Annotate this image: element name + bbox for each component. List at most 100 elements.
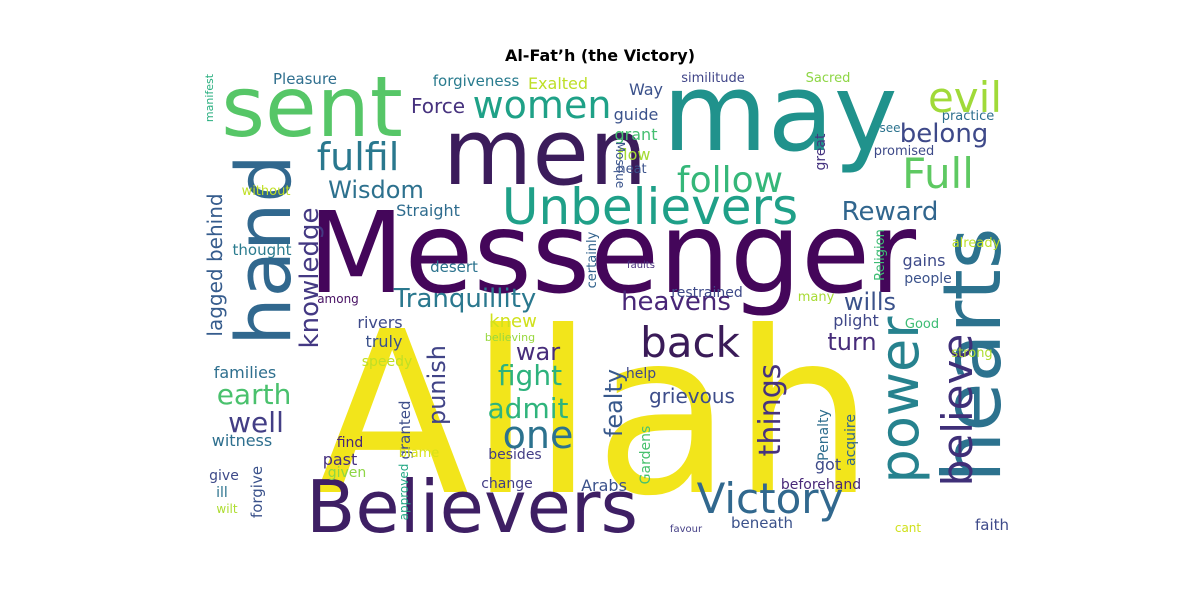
word-acquire: acquire bbox=[843, 414, 859, 466]
word-follow: follow bbox=[677, 160, 783, 201]
word-earth: earth bbox=[217, 378, 292, 411]
word-turn: turn bbox=[827, 328, 876, 356]
word-heat: heat bbox=[617, 162, 646, 177]
word-war: war bbox=[516, 338, 560, 366]
word-victory: Victory bbox=[697, 474, 844, 523]
word-plight: plight bbox=[833, 311, 879, 330]
word-knowledge: knowledge bbox=[295, 208, 325, 349]
word-fealty: fealty bbox=[600, 369, 628, 437]
word-change: change bbox=[481, 476, 533, 492]
word-exalted: Exalted bbox=[528, 74, 588, 93]
word-find: find bbox=[337, 435, 364, 451]
word-one: one bbox=[503, 413, 574, 457]
word-give: give bbox=[209, 468, 239, 484]
word-sent: sent bbox=[221, 58, 403, 156]
word-many: many bbox=[798, 290, 835, 305]
word-believe: believe bbox=[933, 334, 982, 486]
word-forgiveness: forgiveness bbox=[433, 72, 520, 90]
word-belong: belong bbox=[900, 119, 989, 149]
word-given: given bbox=[328, 465, 367, 481]
word-flow: flow bbox=[618, 145, 651, 164]
word-grant: grant bbox=[615, 125, 658, 144]
word-heavens: heavens bbox=[621, 287, 731, 317]
word-past: past bbox=[323, 450, 358, 469]
word-religion: Religion bbox=[873, 229, 888, 281]
word-among: among bbox=[317, 292, 359, 306]
word-people: people bbox=[904, 271, 951, 287]
word-may: may bbox=[662, 51, 897, 176]
word-allah: Allah bbox=[315, 284, 874, 546]
word-things: things bbox=[753, 364, 788, 457]
word-straight: Straight bbox=[396, 201, 460, 220]
word-practice: practice bbox=[942, 109, 995, 124]
word-ill: ill bbox=[216, 485, 228, 501]
word-messenger: Messenger bbox=[308, 189, 917, 319]
word-thought: thought bbox=[233, 241, 292, 259]
word-cant: cant bbox=[895, 521, 922, 535]
word-full: Full bbox=[902, 149, 974, 198]
word-beforehand: beforehand bbox=[781, 477, 861, 493]
word-evil: evil bbox=[928, 73, 1002, 122]
word-gains: gains bbox=[903, 251, 946, 270]
word-wisdom: Wisdom bbox=[328, 176, 424, 204]
word-hearts: hearts bbox=[926, 228, 1019, 483]
word-mosque: Mosque bbox=[613, 142, 627, 189]
word-see: see bbox=[879, 121, 900, 135]
word-got: got bbox=[815, 455, 841, 474]
word-certainly: certainly bbox=[585, 231, 600, 288]
word-forgive: forgive bbox=[248, 466, 266, 518]
word-truly: truly bbox=[366, 332, 403, 351]
word-reward: Reward bbox=[842, 197, 939, 227]
word-believers: Believers bbox=[306, 465, 638, 549]
word-granted: granted bbox=[396, 400, 414, 459]
word-families: families bbox=[214, 363, 277, 382]
chart-title: Al-Fat’h (the Victory) bbox=[504, 46, 696, 65]
word-punish: punish bbox=[423, 345, 451, 425]
word-arabs: Arabs bbox=[581, 476, 627, 495]
word-way: Way bbox=[629, 80, 663, 99]
word-fight: fight bbox=[498, 359, 562, 392]
word-without: without bbox=[242, 184, 291, 199]
word-blame: blame bbox=[399, 446, 440, 461]
word-similitude: similitude bbox=[681, 71, 744, 86]
word-help: help bbox=[626, 366, 656, 382]
word-faults: faults bbox=[627, 260, 655, 271]
word-faith: faith bbox=[975, 516, 1009, 534]
word-knew: knew bbox=[489, 311, 537, 332]
word-promised: promised bbox=[874, 144, 935, 159]
word-grievous: grievous bbox=[649, 384, 735, 408]
word-power: power bbox=[868, 316, 931, 484]
word-approved: approved bbox=[397, 464, 411, 521]
word-believing: believing bbox=[485, 331, 535, 344]
word-back: back bbox=[640, 318, 740, 367]
word-speedy: speedy bbox=[362, 354, 413, 370]
word-fulfil: fulfil bbox=[317, 135, 400, 179]
word-penalty: Penalty bbox=[816, 409, 832, 461]
word-manifest: manifest bbox=[203, 73, 216, 122]
word-beneath: beneath bbox=[731, 514, 793, 532]
word-women: women bbox=[473, 83, 612, 127]
word-wilt: wilt bbox=[216, 502, 237, 516]
word-witness: witness bbox=[212, 431, 272, 450]
word-sacred: Sacred bbox=[806, 71, 851, 86]
word-gardens: Gardens bbox=[638, 426, 654, 485]
word-besides: besides bbox=[488, 447, 541, 463]
word-pleasure: Pleasure bbox=[273, 70, 337, 88]
word-lagged-behind: lagged behind bbox=[203, 193, 227, 336]
word-desert: desert bbox=[430, 258, 478, 276]
word-good: Good bbox=[905, 317, 939, 332]
word-well: well bbox=[228, 406, 284, 439]
word-tranquillity: Tranquillity bbox=[393, 284, 537, 314]
word-unbelievers: Unbelievers bbox=[502, 178, 798, 236]
word-rivers: rivers bbox=[357, 313, 402, 332]
word-guide: guide bbox=[614, 105, 659, 124]
word-force: Force bbox=[411, 94, 465, 118]
word-hand: hand bbox=[219, 154, 308, 345]
word-men: men bbox=[443, 99, 648, 206]
word-admit: admit bbox=[488, 392, 569, 425]
word-great: great bbox=[813, 133, 829, 171]
word-restrained: restrained bbox=[671, 285, 742, 301]
word-strong: strong bbox=[951, 346, 992, 361]
word-favour: favour bbox=[670, 524, 703, 535]
